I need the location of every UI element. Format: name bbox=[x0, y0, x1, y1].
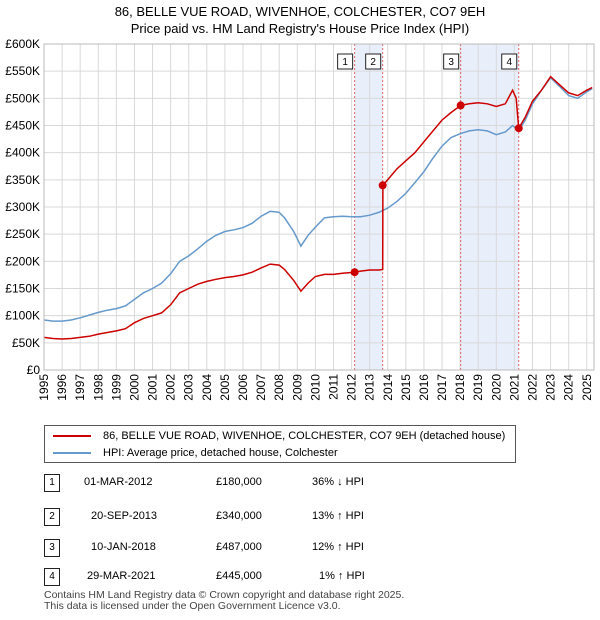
x-tick-label: 2025 bbox=[580, 374, 594, 401]
transaction-marker-label: 2 bbox=[370, 57, 376, 68]
transaction-marker-box bbox=[365, 53, 382, 70]
plot-border bbox=[43, 43, 595, 371]
footer-line-2: This data is licensed under the Open Gov… bbox=[44, 600, 341, 612]
x-tick-label: 2006 bbox=[236, 374, 250, 401]
property-series-line bbox=[43, 75, 593, 340]
y-tick-label: £300K bbox=[5, 200, 40, 214]
x-tick-label: 1998 bbox=[91, 374, 105, 401]
x-tick-label: 2012 bbox=[345, 374, 359, 401]
transaction-hpi-diff: 13% ↑ HPI bbox=[312, 510, 364, 522]
legend-label-hpi: HPI: Average price, detached house, Colc… bbox=[103, 446, 338, 459]
x-tick-label: 2014 bbox=[381, 374, 395, 401]
y-tick-label: £450K bbox=[5, 119, 40, 133]
transaction-date: 29-MAR-2021 bbox=[87, 570, 156, 582]
transaction-price: £445,000 bbox=[216, 570, 262, 582]
transaction-point bbox=[350, 268, 359, 277]
x-tick-label: 2007 bbox=[254, 374, 268, 401]
hpi-series-line bbox=[43, 76, 593, 322]
y-tick-label: £200K bbox=[5, 254, 40, 268]
x-tick-label: 2000 bbox=[127, 374, 141, 401]
y-tick-label: £550K bbox=[5, 64, 40, 78]
x-tick-label: 2002 bbox=[164, 374, 178, 401]
x-tick-label: 1997 bbox=[73, 374, 87, 401]
x-tick-label: 2010 bbox=[308, 374, 322, 401]
transaction-point bbox=[456, 101, 465, 110]
transaction-date: 01-MAR-2012 bbox=[84, 476, 153, 488]
transaction-marker-box bbox=[337, 53, 354, 70]
title-line-2: Price paid vs. HM Land Registry's House … bbox=[130, 21, 470, 36]
x-tick-label: 1996 bbox=[55, 374, 69, 401]
transaction-marker-badge: 1 bbox=[44, 474, 60, 492]
y-tick-label: £100K bbox=[5, 309, 40, 323]
footer-attribution: Contains HM Land Registry data © Crown c… bbox=[44, 590, 404, 612]
transaction-marker-badge: 4 bbox=[44, 568, 60, 586]
transaction-point bbox=[514, 124, 523, 133]
transaction-price: £340,000 bbox=[216, 510, 262, 522]
y-tick-label: £150K bbox=[5, 282, 40, 296]
legend-swatch-property bbox=[53, 434, 91, 437]
transaction-point bbox=[378, 181, 387, 190]
x-tick-label: 2015 bbox=[399, 374, 413, 401]
x-tick-label: 2018 bbox=[453, 374, 467, 401]
x-tick-label: 2005 bbox=[218, 374, 232, 401]
x-tick-label: 1995 bbox=[37, 374, 51, 401]
y-tick-label: £50K bbox=[12, 336, 40, 350]
x-tick-label: 2004 bbox=[200, 374, 214, 401]
y-tick-label: £400K bbox=[5, 146, 40, 160]
transaction-date: 20-SEP-2013 bbox=[91, 510, 158, 522]
chart-title: 86, BELLE VUE ROAD, WIVENHOE, COLCHESTER… bbox=[0, 3, 600, 37]
transaction-marker-label: 1 bbox=[342, 57, 348, 68]
x-tick-label: 2023 bbox=[544, 374, 558, 401]
legend-swatch-hpi bbox=[53, 451, 91, 454]
transaction-marker-label: 4 bbox=[506, 57, 512, 68]
x-tick-label: 1999 bbox=[109, 374, 123, 401]
legend: 86, BELLE VUE ROAD, WIVENHOE, COLCHESTER… bbox=[44, 425, 516, 463]
x-tick-label: 2016 bbox=[417, 374, 431, 401]
legend-item-hpi: HPI: Average price, detached house, Colc… bbox=[45, 444, 338, 461]
x-tick-label: 2003 bbox=[182, 374, 196, 401]
y-tick-label: £500K bbox=[5, 91, 40, 105]
legend-item-property: 86, BELLE VUE ROAD, WIVENHOE, COLCHESTER… bbox=[45, 427, 505, 444]
x-tick-label: 2022 bbox=[525, 374, 539, 401]
transaction-marker-box bbox=[501, 53, 518, 70]
legend-label-property: 86, BELLE VUE ROAD, WIVENHOE, COLCHESTER… bbox=[103, 429, 506, 442]
title-line-1: 86, BELLE VUE ROAD, WIVENHOE, COLCHESTER… bbox=[114, 4, 486, 19]
y-tick-label: £600K bbox=[5, 37, 40, 51]
transaction-hpi-diff: 36% ↓ HPI bbox=[312, 476, 364, 488]
transaction-hpi-diff: 1% ↑ HPI bbox=[319, 570, 365, 582]
transaction-date: 10-JAN-2018 bbox=[91, 541, 156, 553]
x-tick-label: 2013 bbox=[363, 374, 377, 401]
x-tick-label: 2021 bbox=[507, 374, 521, 401]
x-tick-label: 2008 bbox=[272, 374, 286, 401]
x-tick-label: 2009 bbox=[290, 374, 304, 401]
transaction-marker-badge: 2 bbox=[44, 508, 60, 526]
x-tick-label: 2024 bbox=[562, 374, 576, 401]
x-tick-label: 2019 bbox=[471, 374, 485, 401]
y-tick-label: £0 bbox=[27, 363, 41, 377]
transaction-hpi-diff: 12% ↑ HPI bbox=[312, 541, 364, 553]
x-tick-label: 2020 bbox=[489, 374, 503, 401]
y-tick-label: £250K bbox=[5, 227, 40, 241]
x-tick-label: 2001 bbox=[146, 374, 160, 401]
transaction-price: £487,000 bbox=[216, 541, 262, 553]
x-tick-label: 2017 bbox=[435, 374, 449, 401]
transaction-marker-box bbox=[443, 53, 460, 70]
footer-line-1: Contains HM Land Registry data © Crown c… bbox=[44, 589, 405, 601]
transaction-price: £180,000 bbox=[216, 476, 262, 488]
y-tick-label: £350K bbox=[5, 173, 40, 187]
transaction-marker-badge: 3 bbox=[44, 539, 60, 557]
x-tick-label: 2011 bbox=[326, 374, 340, 400]
price-chart: £0 £50K £100K £150K £200K £250K £300K £350K £400… bbox=[5, 37, 595, 401]
transaction-marker-label: 3 bbox=[448, 57, 454, 68]
